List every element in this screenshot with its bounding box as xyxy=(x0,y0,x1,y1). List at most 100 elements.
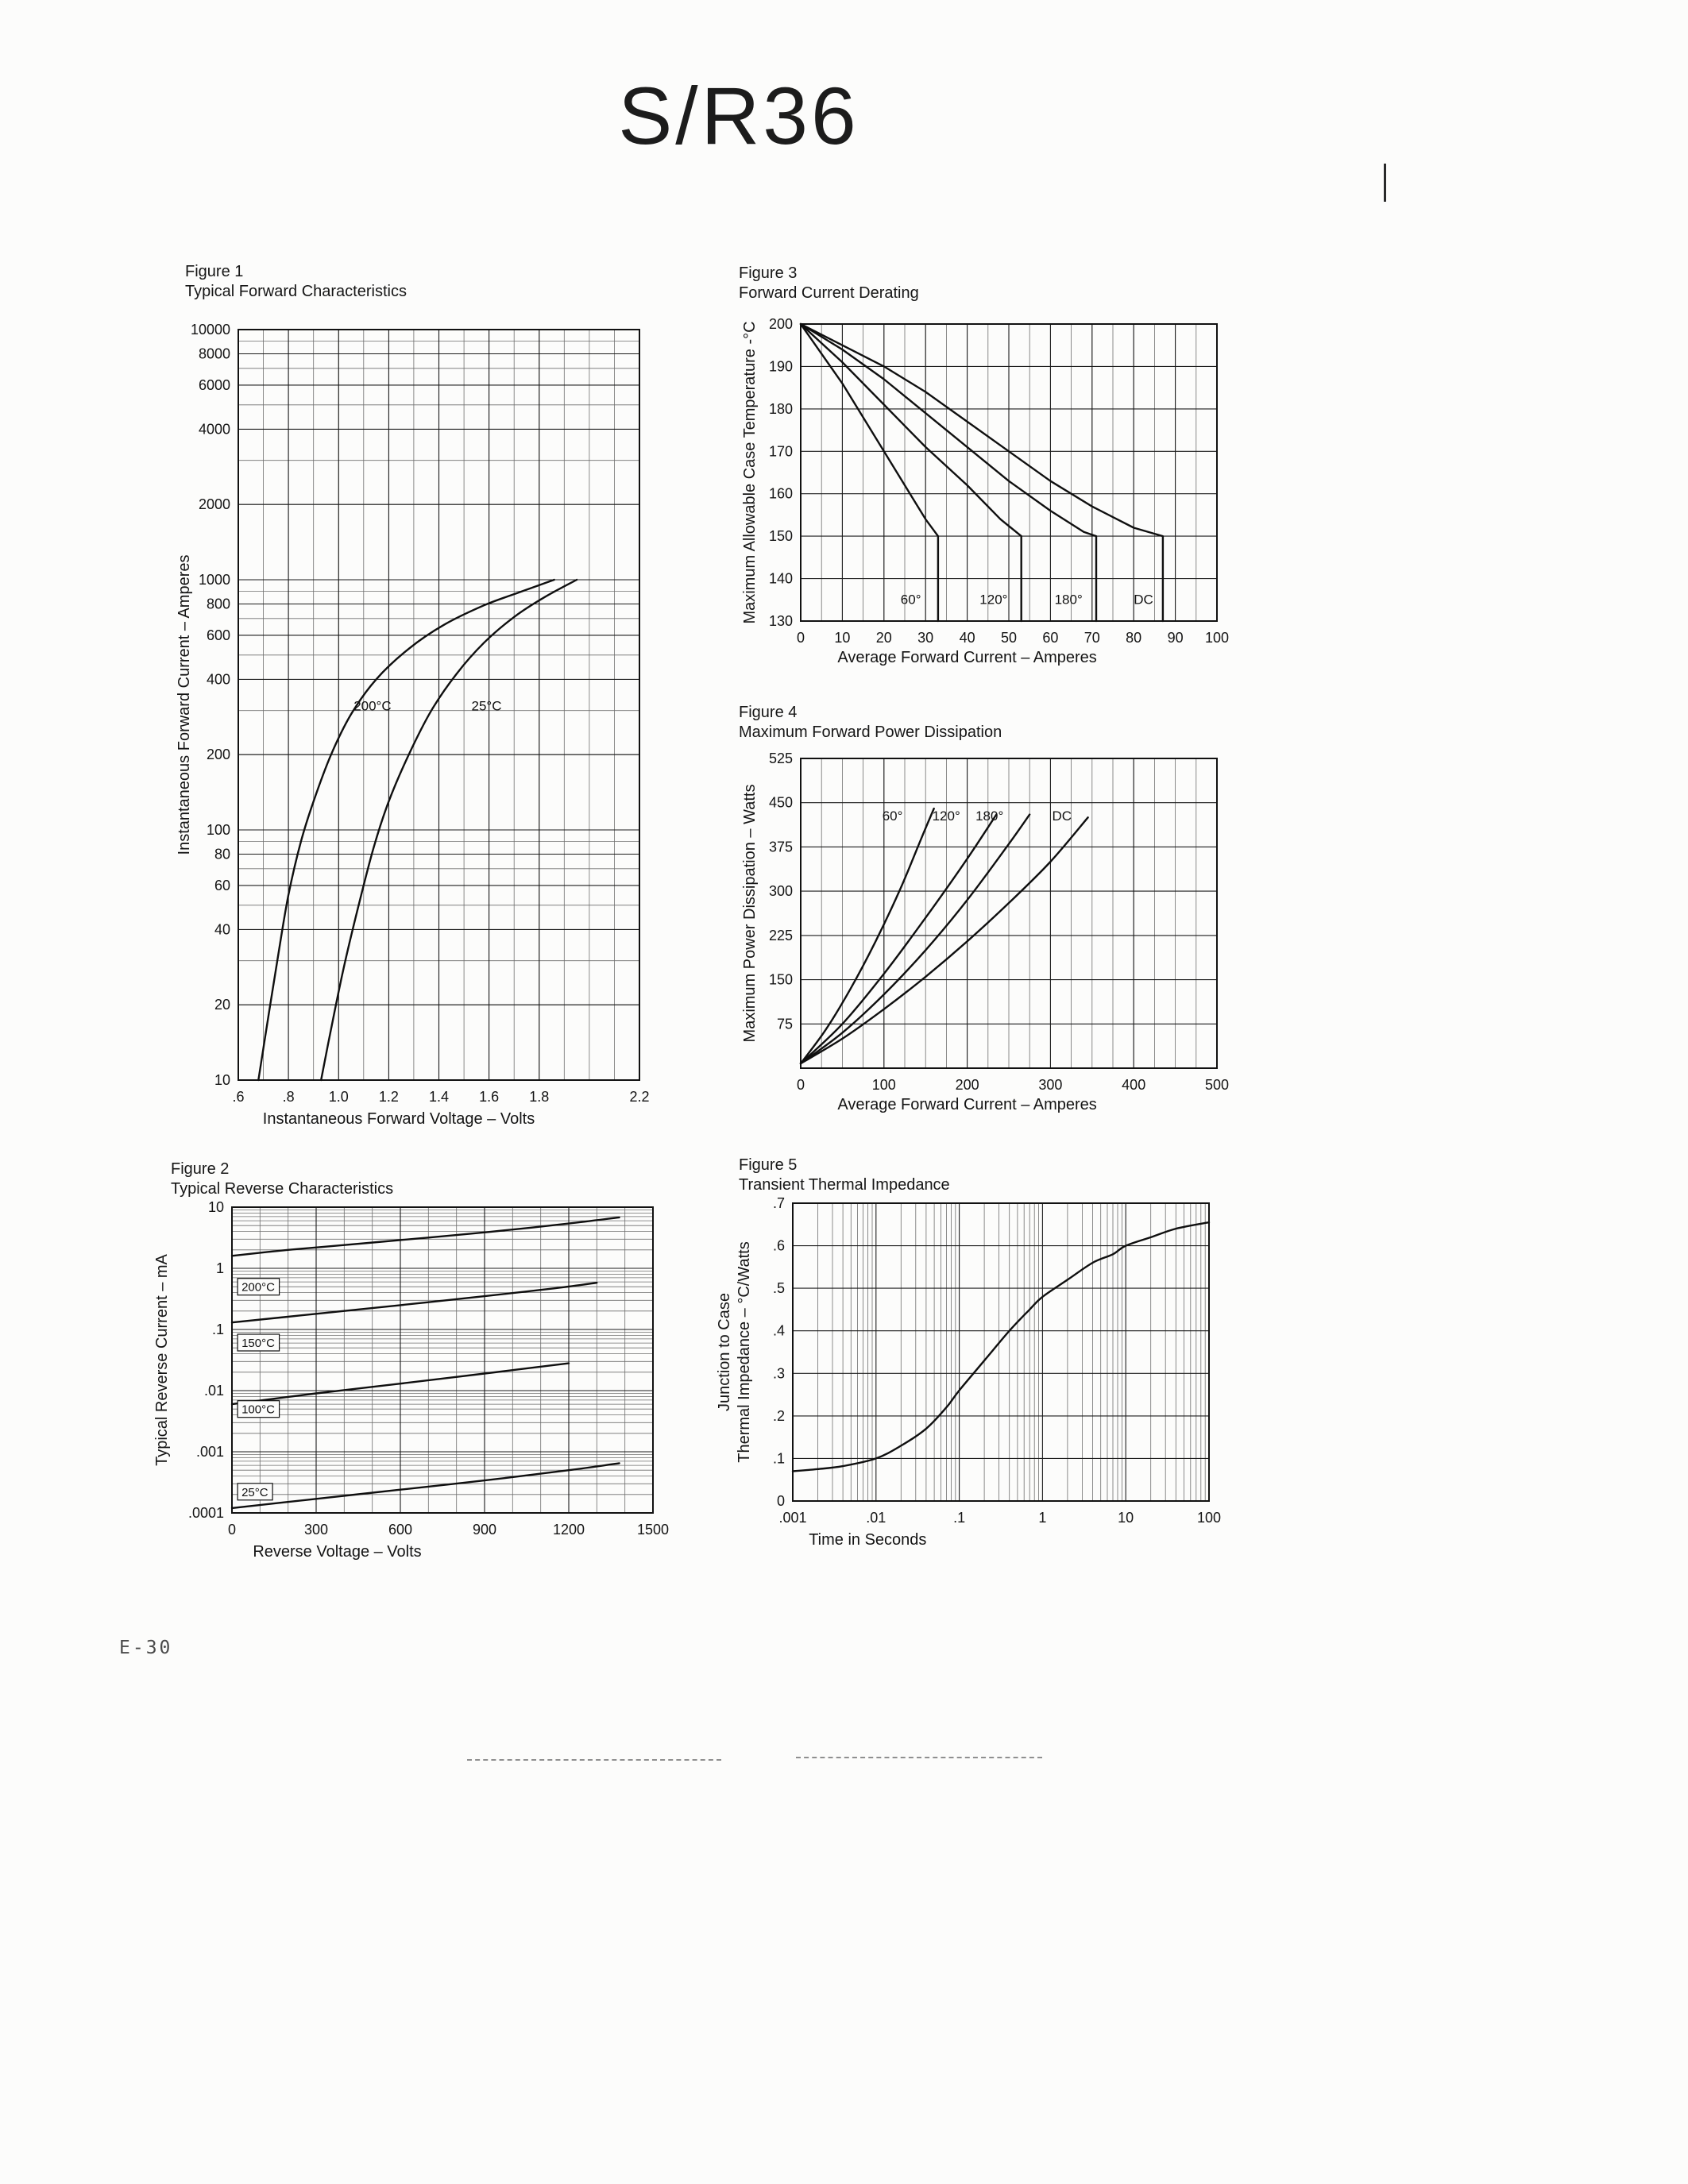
document-title: S/R36 xyxy=(618,71,859,161)
svg-text:Thermal Impedance – °C/Watts: Thermal Impedance – °C/Watts xyxy=(736,1241,753,1462)
fig1-curve-label-25°C: 25°C xyxy=(472,699,502,714)
fig4-series-60° xyxy=(799,807,935,1065)
fig5-series-junction-to-case thermal impedance xyxy=(791,1221,1211,1472)
figure1-title: Typical Forward Characteristics xyxy=(185,283,407,300)
svg-text:1500: 1500 xyxy=(637,1522,669,1538)
svg-text:600: 600 xyxy=(388,1522,412,1538)
fig1-axis-titles: Instantaneous Forward Voltage – Volts Ins… xyxy=(176,555,535,1128)
svg-text:100: 100 xyxy=(872,1077,896,1093)
svg-text:75: 75 xyxy=(777,1016,793,1032)
svg-text:1.8: 1.8 xyxy=(529,1089,549,1105)
fig3-series-DC xyxy=(799,322,1165,623)
figure2-label: Figure 2 xyxy=(171,1160,230,1178)
svg-text:0: 0 xyxy=(797,630,805,646)
figure2-title: Typical Reverse Characteristics xyxy=(171,1180,394,1198)
fig4-curve-label-DC: DC xyxy=(1053,808,1072,824)
svg-text:225: 225 xyxy=(769,928,793,943)
fig2-chart: 0 300 600 900 1200 1500101.1.01.001.0001Rever… xyxy=(153,1199,669,1561)
fig2-label-box-25°C xyxy=(237,1483,273,1501)
fig5-major-grid xyxy=(792,1202,1210,1502)
fig4-curve-label-180°: 180° xyxy=(975,808,1003,824)
svg-text:1.4: 1.4 xyxy=(429,1089,449,1105)
fig1-series-25°C xyxy=(320,578,578,1082)
svg-text:40: 40 xyxy=(214,921,230,937)
fig3-series-120° xyxy=(799,322,1022,623)
fig3-curve-label-180°: 180° xyxy=(1055,592,1083,608)
svg-text:1.2: 1.2 xyxy=(379,1089,399,1105)
svg-text:80: 80 xyxy=(214,847,230,862)
svg-text:Average Forward Current – Ampe: Average Forward Current – Amperes xyxy=(837,649,1096,666)
figure1-caption: Figure 1 Typical Forward Characteristics xyxy=(185,262,407,302)
svg-text:300: 300 xyxy=(769,883,793,899)
svg-text:.8: .8 xyxy=(283,1089,295,1105)
svg-text:2000: 2000 xyxy=(199,496,230,512)
svg-text:600: 600 xyxy=(207,627,230,643)
svg-text:1: 1 xyxy=(216,1260,224,1276)
svg-text:.5: .5 xyxy=(773,1280,785,1296)
svg-text:Reverse Voltage – Volts: Reverse Voltage – Volts xyxy=(253,1543,421,1561)
svg-text:100: 100 xyxy=(1197,1510,1221,1526)
fig3-tick-labels: 0 10 20 30 40 50 60 70 80 90 100 200 190 180 170 160 150… xyxy=(769,316,1229,646)
fig4-minor-grid xyxy=(800,758,1218,1068)
figure5-title: Transient Thermal Impedance xyxy=(739,1176,950,1194)
fig1-tick-labels: .6 .8 1.0 1.2 1.4 1.6 1.8 2.2 10000 8000 6000 4000 2… xyxy=(191,322,650,1105)
figure5-caption: Figure 5 Transient Thermal Impedance xyxy=(739,1156,950,1195)
fig3-curve-label-60°: 60° xyxy=(901,592,921,608)
svg-text:Instantaneous Forward Current: Instantaneous Forward Current – Amperes xyxy=(176,555,193,855)
svg-text:Time in Seconds: Time in Seconds xyxy=(809,1531,926,1549)
svg-text:40: 40 xyxy=(960,630,975,646)
svg-text:2.2: 2.2 xyxy=(629,1089,649,1105)
svg-text:.1: .1 xyxy=(212,1322,224,1337)
scan-artifact-line xyxy=(796,1757,1042,1758)
svg-text:170: 170 xyxy=(769,443,793,459)
svg-text:400: 400 xyxy=(207,671,230,687)
svg-text:375: 375 xyxy=(769,839,793,855)
fig3-series-180° xyxy=(799,322,1098,623)
svg-text:60: 60 xyxy=(214,878,230,893)
fig2-curve-label-200°C: 200°C xyxy=(241,1281,275,1295)
svg-text:800: 800 xyxy=(207,596,230,612)
figure3-caption: Figure 3 Forward Current Derating xyxy=(739,264,919,303)
svg-text:80: 80 xyxy=(1126,630,1141,646)
svg-text:160: 160 xyxy=(769,486,793,502)
fig5-minor-grid xyxy=(817,1203,1206,1501)
svg-text:1: 1 xyxy=(1038,1510,1046,1526)
fig2-series-200°C xyxy=(230,1216,620,1257)
svg-text:Maximum Power Dissipation – Wa: Maximum Power Dissipation – Watts xyxy=(741,785,759,1043)
fig2-tick-labels: 0 300 600 900 1200 1500 10 1 .1 .01 .001 .0001 xyxy=(188,1199,669,1538)
fig4-chart: 0 100 200 300 400 50052545037530022515075Aver… xyxy=(741,751,1229,1113)
fig3-curve-label-DC: DC xyxy=(1134,592,1153,608)
svg-text:.2: .2 xyxy=(773,1408,785,1424)
fig2-series-150°C xyxy=(230,1282,598,1324)
svg-text:10000: 10000 xyxy=(191,322,230,338)
svg-text:.01: .01 xyxy=(866,1510,886,1526)
svg-text:300: 300 xyxy=(304,1522,328,1538)
fig4-axis-titles: Average Forward Current – Amperes Maximum… xyxy=(741,785,1097,1113)
svg-text:130: 130 xyxy=(769,613,793,629)
fig2-curve-label-25°C: 25°C xyxy=(241,1486,268,1499)
fig4-major-grid xyxy=(800,758,1218,1068)
svg-text:.7: .7 xyxy=(773,1195,785,1211)
svg-text:150: 150 xyxy=(769,528,793,544)
svg-text:100: 100 xyxy=(1205,630,1229,646)
svg-text:400: 400 xyxy=(1122,1077,1145,1093)
svg-text:10: 10 xyxy=(208,1199,224,1215)
svg-text:Average Forward Current – Ampe: Average Forward Current – Amperes xyxy=(837,1096,1096,1113)
svg-text:1.6: 1.6 xyxy=(479,1089,499,1105)
svg-text:0: 0 xyxy=(777,1493,785,1509)
fig1-series-200°C xyxy=(257,578,555,1082)
fig5-tick-labels: .001 .01 .1 1 10 100 .7 .6 .5 .4 .3 .2 .1 0 xyxy=(773,1195,1221,1526)
svg-text:Junction to Case: Junction to Case xyxy=(716,1293,733,1411)
fig3-curve-label-120°: 120° xyxy=(979,592,1007,608)
svg-text:300: 300 xyxy=(1038,1077,1062,1093)
fig4-curve-label-120°: 120° xyxy=(933,808,960,824)
svg-text:0: 0 xyxy=(228,1522,236,1538)
svg-text:20: 20 xyxy=(876,630,892,646)
svg-text:450: 450 xyxy=(769,795,793,811)
svg-text:.01: .01 xyxy=(204,1383,224,1399)
svg-text:4000: 4000 xyxy=(199,421,230,437)
svg-text:20: 20 xyxy=(214,997,230,1013)
svg-text:525: 525 xyxy=(769,751,793,766)
svg-text:.6: .6 xyxy=(232,1089,244,1105)
